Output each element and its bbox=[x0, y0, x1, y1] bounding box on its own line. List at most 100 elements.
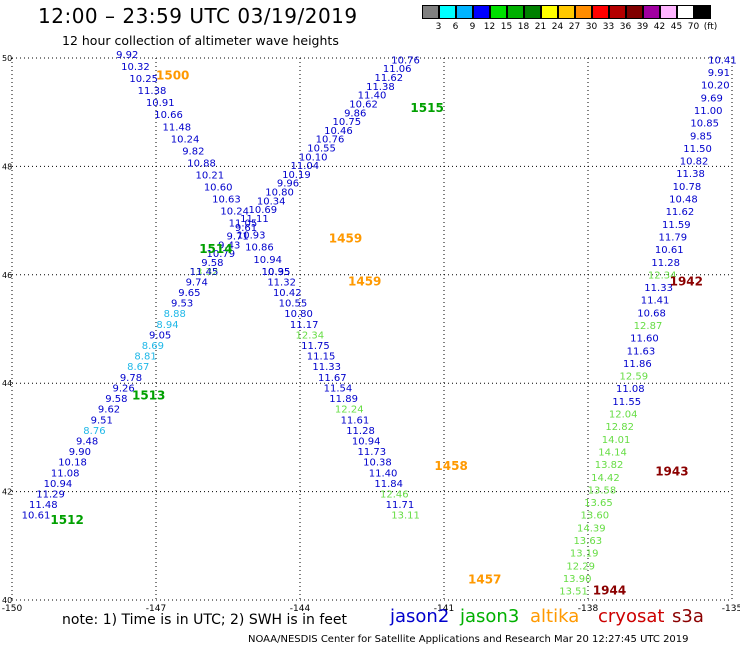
wave-height-label: 10.63 bbox=[212, 195, 241, 206]
wave-height-label: 11.06 bbox=[383, 64, 412, 75]
wave-height-label: 13.65 bbox=[584, 498, 613, 509]
wave-height-label: 9.69 bbox=[701, 93, 723, 104]
wave-height-label: 9.58 bbox=[105, 394, 127, 405]
wave-height-label: 11.45 bbox=[190, 267, 219, 278]
wave-height-label: 10.48 bbox=[669, 195, 698, 206]
wave-height-label: 10.69 bbox=[248, 205, 277, 216]
y-tick-label: 46 bbox=[2, 271, 12, 280]
wave-height-label: 10.32 bbox=[121, 62, 150, 73]
chart-subtitle: 12 hour collection of altimeter wave hei… bbox=[62, 33, 339, 48]
wave-height-label: 11.04 bbox=[290, 161, 319, 172]
colorbar-swatch bbox=[660, 5, 677, 19]
wave-height-label: 11.54 bbox=[324, 383, 353, 394]
wave-height-label: 10.42 bbox=[273, 288, 302, 299]
colorbar-label: (ft) bbox=[703, 22, 718, 32]
wave-height-label: 10.78 bbox=[673, 182, 702, 193]
wave-height-label: 12.04 bbox=[609, 410, 638, 421]
colorbar-swatch bbox=[524, 5, 541, 19]
colorbar-label: 33 bbox=[602, 22, 615, 32]
pass-time-label: 1500 bbox=[156, 69, 189, 83]
wave-height-label: 9.26 bbox=[113, 383, 135, 394]
wave-height-label: 9.91 bbox=[708, 68, 730, 79]
wave-height-label: 9.48 bbox=[76, 436, 98, 447]
wave-height-label: 10.19 bbox=[282, 170, 311, 181]
wave-height-label: 11.28 bbox=[346, 426, 375, 437]
wave-height-label: 11.55 bbox=[612, 397, 641, 408]
wave-height-label: 9.51 bbox=[91, 415, 113, 426]
wave-height-label: 12.29 bbox=[566, 561, 595, 572]
wave-height-label: 13.58 bbox=[588, 485, 617, 496]
wave-height-label: 10.25 bbox=[129, 74, 158, 85]
x-tick-label: -138 bbox=[578, 604, 599, 614]
y-tick-label: 50 bbox=[2, 54, 12, 63]
wave-height-label: 9.05 bbox=[149, 330, 171, 341]
wave-height-label: 10.55 bbox=[307, 143, 336, 154]
legend-item: jason3 bbox=[460, 606, 520, 627]
wave-height-label: 9.85 bbox=[690, 131, 712, 142]
wave-height-label: 12.34 bbox=[295, 330, 324, 341]
x-tick-label: -150 bbox=[2, 604, 23, 614]
wave-height-label: 10.86 bbox=[245, 243, 274, 254]
wave-height-label: 12.34 bbox=[648, 270, 677, 281]
colorbar-label: 39 bbox=[636, 22, 649, 32]
colorbar-label: 6 bbox=[452, 22, 459, 32]
wave-height-label: 10.10 bbox=[299, 152, 328, 163]
wave-height-label: 14.14 bbox=[598, 447, 627, 458]
wave-height-label: 10.35 bbox=[262, 267, 291, 278]
colorbar-swatch bbox=[694, 5, 711, 19]
colorbar-label: 3 bbox=[435, 22, 442, 32]
wave-height-label: 11.40 bbox=[369, 468, 398, 479]
wave-height-label: 9.92 bbox=[116, 50, 138, 61]
wave-height-label: 13.32 bbox=[190, 267, 219, 278]
wave-height-label: 9.65 bbox=[178, 288, 200, 299]
wave-height-label: 13.51 bbox=[559, 587, 588, 598]
wave-height-label: 11.62 bbox=[374, 73, 403, 84]
chart-title: 12:00 – 23:59 UTC 03/19/2019 bbox=[38, 4, 358, 28]
pass-time-label: 1459 bbox=[348, 275, 381, 289]
colorbar-swatch bbox=[473, 5, 490, 19]
wave-height-label: 10.76 bbox=[316, 135, 345, 146]
pass-time-label: 1943 bbox=[655, 464, 688, 478]
wave-height-label: 10.34 bbox=[257, 196, 286, 207]
colorbar-label: 42 bbox=[653, 22, 666, 32]
colorbar-labels: 3 6 9 12 15 18 21 24 27 30 33 36 39 42 45 70 (ft) bbox=[422, 22, 719, 32]
pass-time-label: 1944 bbox=[593, 584, 626, 598]
wave-height-label: 11.71 bbox=[386, 500, 415, 511]
wave-height-label: 8.76 bbox=[83, 426, 105, 437]
wave-height-label: 10.24 bbox=[220, 207, 249, 218]
wave-height-label: 13.63 bbox=[573, 536, 602, 547]
wave-height-label: 10.75 bbox=[332, 117, 361, 128]
wave-height-label: 12.87 bbox=[634, 321, 663, 332]
wave-height-label: 8.81 bbox=[134, 352, 156, 363]
wave-height-label: 10.66 bbox=[154, 110, 183, 121]
wave-height-label: 11.28 bbox=[651, 258, 680, 269]
colorbar-label: 9 bbox=[469, 22, 476, 32]
wave-height-label: 8.88 bbox=[164, 309, 186, 320]
colorbar-swatch bbox=[592, 5, 609, 19]
wave-height-label: 10.80 bbox=[284, 309, 313, 320]
wave-height-label: 9.53 bbox=[171, 299, 193, 310]
colorbar-swatch bbox=[422, 5, 439, 19]
wave-height-label: 11.60 bbox=[630, 334, 659, 345]
wave-height-label: 11.48 bbox=[162, 122, 191, 133]
legend-item: cryosat bbox=[598, 606, 665, 627]
wave-height-label: 10.24 bbox=[171, 134, 200, 145]
colorbar-label: 15 bbox=[500, 22, 513, 32]
wave-height-label: 10.94 bbox=[44, 479, 73, 490]
x-tick-label: -147 bbox=[146, 604, 166, 614]
wave-height-label: 10.18 bbox=[58, 458, 87, 469]
wave-height-label: 11.38 bbox=[138, 86, 167, 97]
wave-height-label: 9.82 bbox=[182, 146, 204, 157]
pass-time-label: 1514 bbox=[199, 242, 232, 256]
colorbar-swatch bbox=[541, 5, 558, 19]
pass-time-label: 1513 bbox=[132, 388, 165, 402]
wave-height-label: 14.01 bbox=[602, 435, 631, 446]
wave-height-label: 11.40 bbox=[358, 91, 387, 102]
colorbar-label: 27 bbox=[568, 22, 581, 32]
colorbar-swatch bbox=[575, 5, 592, 19]
wave-height-label: 12.82 bbox=[605, 422, 634, 433]
wave-height-label: 9.61 bbox=[235, 223, 257, 234]
wave-height-label: 10.55 bbox=[279, 299, 308, 310]
wave-height-label: 9.43 bbox=[218, 240, 240, 251]
legend-item: altika bbox=[530, 606, 580, 627]
